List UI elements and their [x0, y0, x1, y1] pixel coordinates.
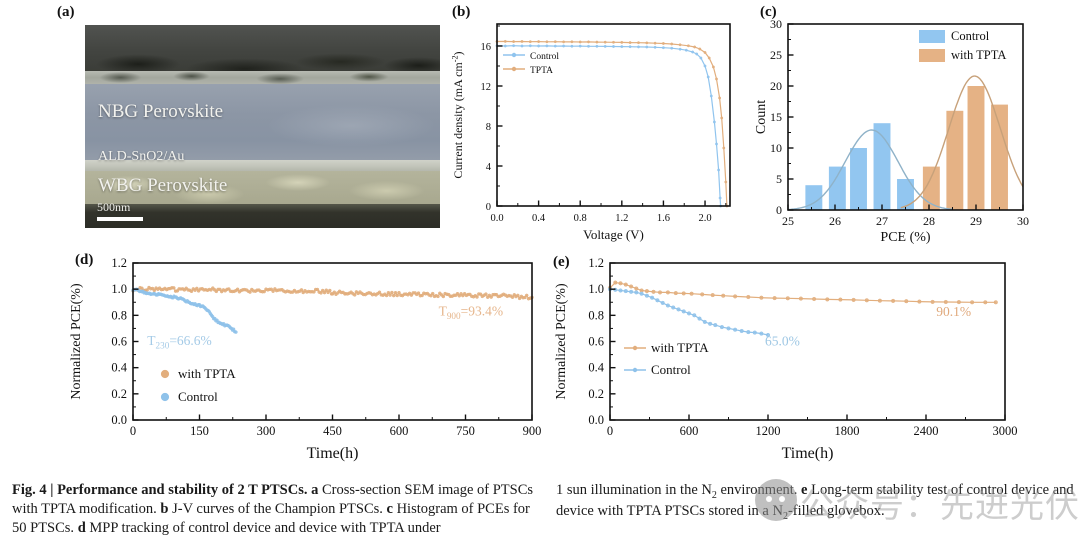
svg-text:2.0: 2.0 [698, 213, 711, 224]
sem-layer-top-electrode [85, 25, 440, 71]
svg-text:65.0%: 65.0% [765, 333, 800, 348]
svg-text:1.2: 1.2 [111, 256, 127, 270]
svg-text:Control: Control [951, 29, 990, 43]
svg-text:Current density (mA cm-2): Current density (mA cm-2) [451, 51, 466, 178]
svg-text:0.4: 0.4 [111, 361, 127, 375]
svg-text:with TPTA: with TPTA [651, 340, 709, 355]
label-ald-sno2-au: ALD-SnO2/Au [98, 149, 185, 164]
svg-text:1.6: 1.6 [657, 213, 670, 224]
svg-text:0.8: 0.8 [588, 308, 604, 322]
svg-text:Time(h): Time(h) [307, 445, 359, 462]
svg-text:0.8: 0.8 [111, 308, 127, 322]
svg-text:0: 0 [486, 202, 491, 213]
svg-text:TPTA: TPTA [530, 66, 553, 76]
svg-text:4: 4 [486, 162, 492, 173]
svg-text:with TPTA: with TPTA [951, 48, 1006, 62]
label-nbg-perovskite: NBG Perovskite [98, 101, 224, 122]
svg-text:0: 0 [130, 424, 136, 438]
svg-text:450: 450 [323, 424, 342, 438]
svg-text:0.2: 0.2 [588, 387, 604, 401]
svg-text:25: 25 [782, 214, 794, 228]
svg-text:1.2: 1.2 [615, 213, 628, 224]
svg-text:2400: 2400 [914, 424, 939, 438]
svg-text:30: 30 [1017, 214, 1029, 228]
svg-text:Normalized PCE(%): Normalized PCE(%) [69, 283, 84, 400]
svg-text:0.6: 0.6 [588, 335, 604, 349]
panel-c-label: (c) [760, 4, 777, 20]
sem-layer-ald-sno2-au [85, 160, 440, 171]
svg-text:26: 26 [829, 214, 841, 228]
svg-text:0.2: 0.2 [111, 387, 127, 401]
sem-layer-substrate [85, 204, 440, 228]
sem-image: NBG Perovskite ALD-SnO2/Au WBG Perovskit… [85, 25, 440, 228]
svg-text:1.0: 1.0 [111, 282, 127, 296]
svg-text:3000: 3000 [993, 424, 1018, 438]
svg-text:0.4: 0.4 [532, 213, 546, 224]
svg-text:0.6: 0.6 [111, 335, 127, 349]
mpp-tracking-chart: 0 150 300 450 600 750 900 0.0 0.2 0.4 0.6 0.8 1.0 1.2… [69, 256, 542, 462]
svg-text:27: 27 [876, 214, 888, 228]
svg-text:600: 600 [390, 424, 409, 438]
svg-text:16: 16 [481, 42, 492, 53]
svg-text:1800: 1800 [835, 424, 860, 438]
svg-text:with TPTA: with TPTA [178, 366, 236, 381]
svg-text:Count: Count [754, 100, 769, 134]
svg-text:0: 0 [607, 424, 613, 438]
svg-text:Voltage (V): Voltage (V) [583, 227, 644, 242]
panel-a-label: (a) [57, 4, 75, 20]
svg-text:750: 750 [456, 424, 475, 438]
figure-caption-right: 1 sun illumination in the N2 environment… [556, 482, 1074, 522]
jv-curve-chart: 0.0 0.4 0.8 1.2 1.6 2.0 0 4 8 12 16 Voltage (V) Curr… [451, 23, 731, 242]
svg-text:300: 300 [257, 424, 276, 438]
panel-b-label: (b) [452, 4, 471, 20]
svg-text:8: 8 [486, 122, 491, 133]
svg-text:25: 25 [770, 48, 782, 62]
svg-text:1.2: 1.2 [588, 256, 604, 270]
shelf-stability-chart: 0 600 1200 1800 2400 3000 0.0 0.2 0.4 0.6 0.8 1.0 1.… [554, 256, 1018, 462]
svg-text:Control: Control [530, 52, 559, 62]
svg-text:10: 10 [770, 141, 782, 155]
svg-text:900: 900 [523, 424, 542, 438]
svg-text:12: 12 [481, 82, 492, 93]
panel-e-label: (e) [553, 254, 570, 270]
figure-caption-left: Fig. 4 | Performance and stability of 2 … [12, 482, 534, 536]
sem-layer-interface [85, 71, 440, 84]
svg-text:1200: 1200 [756, 424, 781, 438]
svg-text:PCE (%): PCE (%) [880, 230, 931, 245]
sem-layer-wbg-perovskite [85, 171, 440, 204]
svg-text:28: 28 [923, 214, 935, 228]
svg-text:0.4: 0.4 [588, 361, 604, 375]
svg-text:Control: Control [651, 362, 691, 377]
svg-text:30: 30 [770, 17, 782, 31]
svg-text:5: 5 [776, 172, 782, 186]
svg-text:Normalized PCE(%): Normalized PCE(%) [554, 283, 569, 400]
sem-layer-nbg-perovskite [85, 84, 440, 160]
svg-text:T230=66.6%: T230=66.6% [147, 333, 212, 351]
svg-text:20: 20 [770, 79, 782, 93]
svg-text:Control: Control [178, 389, 218, 404]
svg-text:150: 150 [190, 424, 209, 438]
svg-text:0.0: 0.0 [588, 413, 604, 427]
svg-text:0.0: 0.0 [111, 413, 127, 427]
svg-text:0: 0 [776, 203, 782, 217]
scale-bar [97, 217, 143, 221]
panel-d-label: (d) [75, 252, 94, 268]
scale-bar-label: 500nm [97, 200, 131, 214]
svg-text:T900=93.4%: T900=93.4% [439, 303, 504, 320]
svg-text:90.1%: 90.1% [936, 304, 971, 319]
label-wbg-perovskite: WBG Perovskite [98, 175, 228, 196]
pce-histogram-chart: 25 26 27 28 29 30 0 5 10 15 20 25 30 PCE (%) Count Cont… [754, 17, 1029, 245]
svg-text:0.0: 0.0 [490, 213, 503, 224]
svg-text:600: 600 [680, 424, 699, 438]
svg-text:Time(h): Time(h) [782, 445, 834, 462]
svg-text:0.8: 0.8 [574, 213, 587, 224]
svg-text:29: 29 [970, 214, 982, 228]
svg-text:15: 15 [770, 110, 782, 124]
svg-text:1.0: 1.0 [588, 282, 604, 296]
